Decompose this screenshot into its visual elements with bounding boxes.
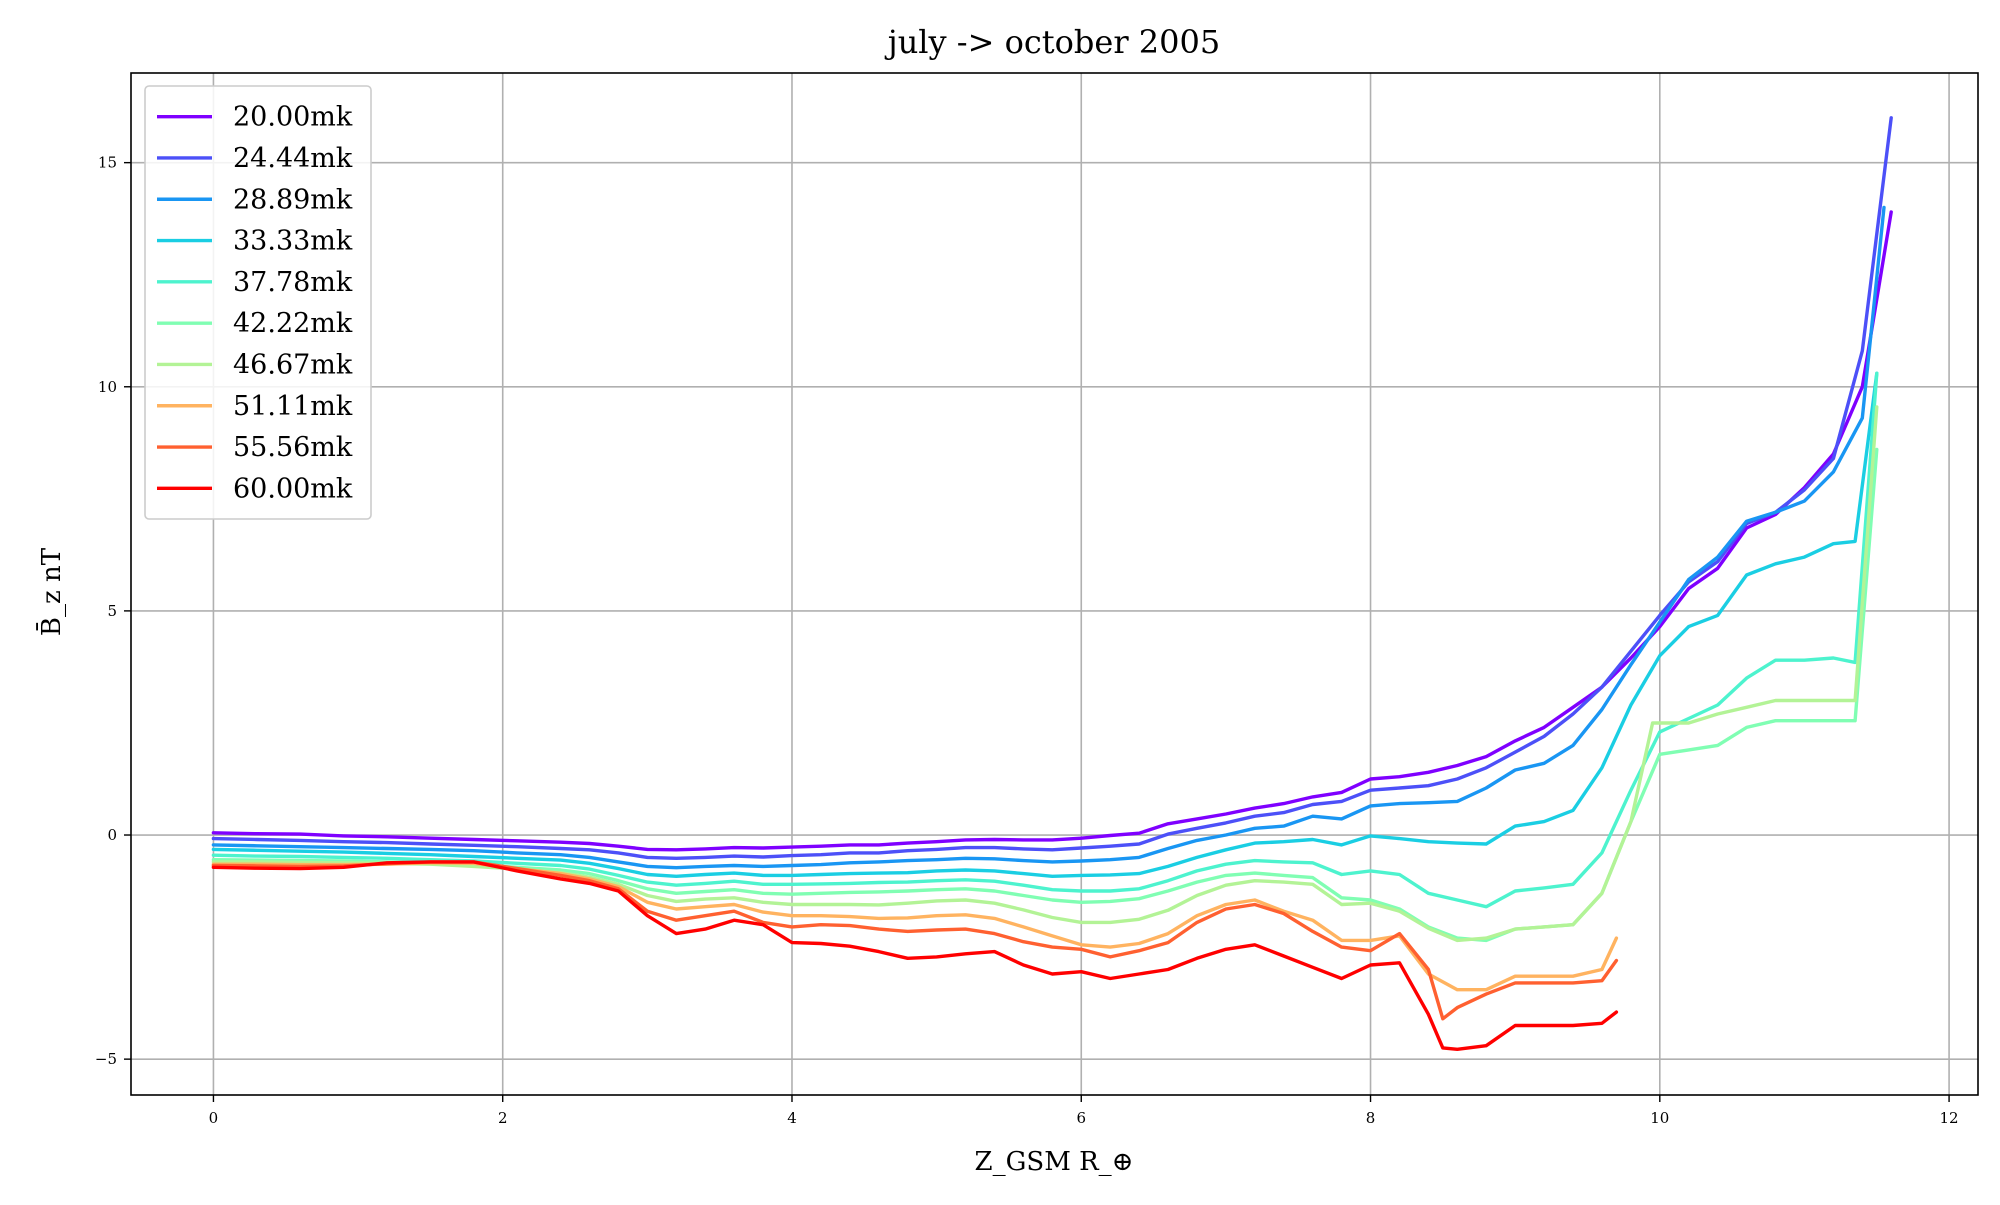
- x-tick-label: 10: [1650, 1109, 1669, 1127]
- y-tick-label: 5: [107, 602, 117, 620]
- series-line-20.00mk: [211, 210, 1893, 852]
- x-tick-label: 12: [1940, 1109, 1959, 1127]
- legend-label: 20.00mk: [233, 102, 353, 133]
- legend-label: 60.00mk: [233, 473, 353, 504]
- series-lines: [211, 116, 1893, 1052]
- legend-label: 33.33mk: [233, 226, 353, 257]
- legend-label: 28.89mk: [233, 184, 353, 215]
- legend-box: [144, 85, 372, 520]
- y-tick-label: 10: [98, 378, 117, 396]
- plot-frame: [130, 72, 1979, 1096]
- y-tick-label: 0: [107, 826, 117, 844]
- x-tick-label: 6: [1076, 1109, 1086, 1127]
- x-tick-label: 0: [209, 1109, 219, 1127]
- series-line-37.78mk: [211, 371, 1879, 909]
- legend-label: 55.56mk: [233, 432, 353, 463]
- series-line-33.33mk: [211, 371, 1879, 878]
- chart-title: july -> october 2005: [884, 23, 1220, 61]
- legend-label: 42.22mk: [233, 308, 353, 339]
- legend-label: 24.44mk: [233, 143, 353, 174]
- x-axis-label: Z_GSM R_⊕: [975, 1147, 1134, 1177]
- y-axis-label: B̄_z nT: [35, 547, 67, 636]
- legend: 20.00mk 24.44mk 28.89mk 33.33mk 37.78mk 42.22…: [144, 85, 372, 520]
- x-tick-label: 2: [498, 1109, 508, 1127]
- legend-label: 46.67mk: [233, 349, 353, 380]
- x-tick-label: 4: [787, 1109, 797, 1127]
- series-line-28.89mk: [211, 205, 1886, 870]
- series-line-24.44mk: [211, 116, 1893, 860]
- legend-label: 37.78mk: [233, 267, 353, 298]
- x-tick-label: 8: [1366, 1109, 1376, 1127]
- y-tick-label: −5: [95, 1050, 117, 1068]
- y-tick-label: 15: [98, 154, 117, 172]
- axis-ticks: 0 2 4 6 8 10 12 −5 0 5 10 15: [95, 154, 1959, 1127]
- legend-label: 51.11mk: [233, 391, 353, 422]
- series-line-60.00mk: [211, 860, 1619, 1052]
- series-line-55.56mk: [211, 860, 1619, 1021]
